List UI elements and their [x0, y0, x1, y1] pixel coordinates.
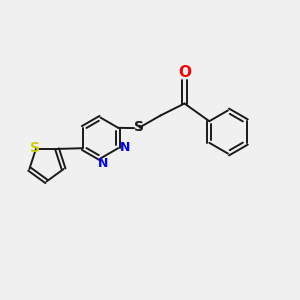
Text: N: N [120, 141, 130, 154]
Text: S: S [134, 120, 144, 134]
Text: O: O [178, 65, 191, 80]
Text: S: S [30, 141, 40, 155]
Text: N: N [98, 157, 109, 170]
